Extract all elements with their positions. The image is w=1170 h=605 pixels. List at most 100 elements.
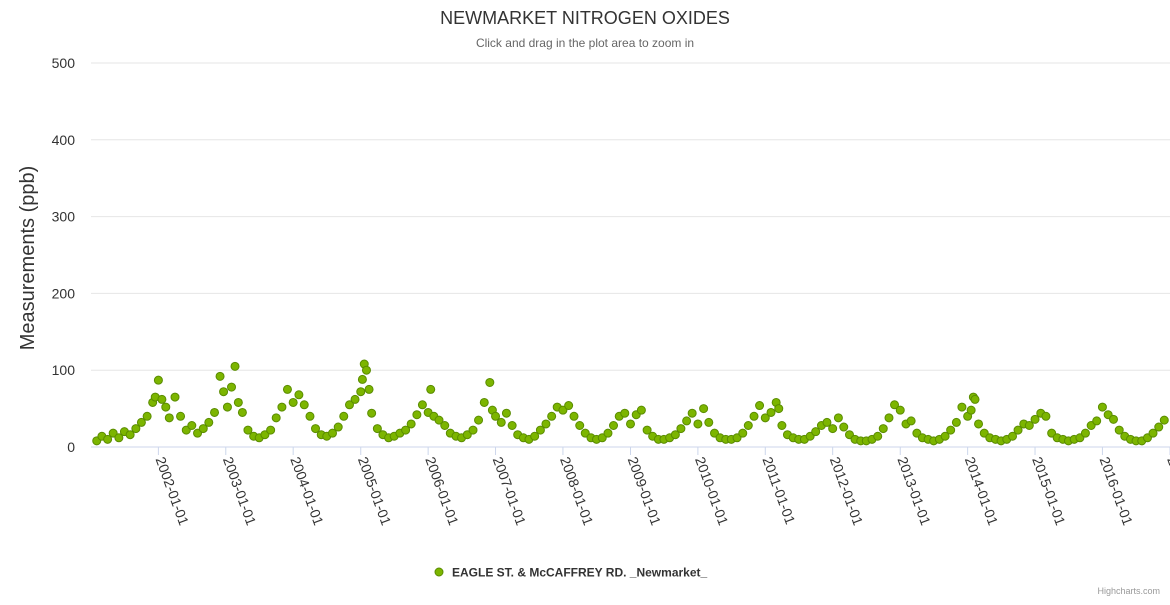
- data-point[interactable]: [142, 411, 152, 421]
- data-point[interactable]: [103, 434, 113, 444]
- credits-link[interactable]: Highcharts.com: [1097, 586, 1160, 596]
- data-point[interactable]: [749, 411, 759, 421]
- data-point[interactable]: [367, 408, 377, 418]
- data-point[interactable]: [227, 382, 237, 392]
- data-point[interactable]: [699, 404, 709, 414]
- data-point[interactable]: [884, 413, 894, 423]
- data-point[interactable]: [219, 387, 229, 397]
- data-point[interactable]: [676, 424, 686, 434]
- data-point[interactable]: [204, 417, 214, 427]
- data-point[interactable]: [210, 407, 220, 417]
- data-point[interactable]: [485, 377, 495, 387]
- data-point[interactable]: [1114, 425, 1124, 435]
- data-point[interactable]: [940, 431, 950, 441]
- data-point[interactable]: [237, 407, 247, 417]
- data-point[interactable]: [547, 411, 557, 421]
- data-point[interactable]: [878, 424, 888, 434]
- data-point[interactable]: [603, 428, 613, 438]
- data-point[interactable]: [1148, 428, 1158, 438]
- data-point[interactable]: [833, 413, 843, 423]
- data-point[interactable]: [277, 402, 287, 412]
- data-point[interactable]: [732, 433, 742, 443]
- data-point[interactable]: [1041, 411, 1051, 421]
- data-point[interactable]: [114, 433, 124, 443]
- data-point[interactable]: [895, 405, 905, 415]
- data-point[interactable]: [777, 420, 787, 430]
- data-point[interactable]: [361, 365, 371, 375]
- data-point[interactable]: [569, 411, 579, 421]
- data-point[interactable]: [693, 419, 703, 429]
- series-points[interactable]: [92, 359, 1169, 446]
- data-point[interactable]: [1024, 420, 1034, 430]
- data-point[interactable]: [507, 420, 517, 430]
- data-point[interactable]: [372, 424, 382, 434]
- data-point[interactable]: [1092, 416, 1102, 426]
- data-point[interactable]: [1013, 425, 1023, 435]
- data-point[interactable]: [401, 425, 411, 435]
- data-point[interactable]: [501, 408, 511, 418]
- data-point[interactable]: [108, 428, 118, 438]
- data-point[interactable]: [496, 417, 506, 427]
- data-point[interactable]: [1008, 431, 1018, 441]
- data-point[interactable]: [974, 419, 984, 429]
- data-point[interactable]: [266, 425, 276, 435]
- data-point[interactable]: [193, 428, 203, 438]
- data-point[interactable]: [957, 402, 967, 412]
- data-point[interactable]: [811, 427, 821, 437]
- legend[interactable]: EAGLE ST. & McCAFFREY RD. _Newmarket_: [434, 566, 708, 580]
- data-point[interactable]: [609, 420, 619, 430]
- data-point[interactable]: [564, 401, 574, 411]
- data-point[interactable]: [743, 420, 753, 430]
- data-point[interactable]: [890, 400, 900, 410]
- data-point[interactable]: [462, 430, 472, 440]
- data-point[interactable]: [339, 411, 349, 421]
- data-point[interactable]: [305, 411, 315, 421]
- data-point[interactable]: [970, 394, 980, 404]
- data-point[interactable]: [344, 400, 354, 410]
- data-point[interactable]: [626, 419, 635, 429]
- data-point[interactable]: [774, 404, 784, 414]
- data-point[interactable]: [434, 415, 444, 425]
- data-point[interactable]: [1030, 414, 1040, 424]
- data-point[interactable]: [530, 431, 540, 441]
- data-point[interactable]: [406, 419, 416, 429]
- data-point[interactable]: [417, 400, 427, 410]
- data-point[interactable]: [176, 411, 186, 421]
- data-point[interactable]: [1159, 415, 1169, 425]
- data-point[interactable]: [479, 397, 489, 407]
- data-point[interactable]: [131, 424, 141, 434]
- data-point[interactable]: [1109, 414, 1119, 424]
- data-point[interactable]: [951, 417, 961, 427]
- data-point[interactable]: [541, 419, 551, 429]
- data-point[interactable]: [906, 416, 916, 426]
- data-point[interactable]: [260, 430, 270, 440]
- data-point[interactable]: [468, 425, 478, 435]
- data-point[interactable]: [491, 411, 501, 421]
- data-point[interactable]: [682, 416, 692, 426]
- data-point[interactable]: [356, 387, 366, 397]
- data-point[interactable]: [125, 430, 135, 440]
- data-point[interactable]: [1080, 428, 1090, 438]
- data-point[interactable]: [760, 413, 770, 423]
- data-point[interactable]: [738, 428, 748, 438]
- data-point[interactable]: [161, 402, 171, 412]
- data-point[interactable]: [1097, 402, 1107, 412]
- data-point[interactable]: [294, 390, 304, 400]
- legend-item-label[interactable]: EAGLE ST. & McCAFFREY RD. _Newmarket_: [452, 566, 708, 580]
- data-point[interactable]: [215, 371, 225, 381]
- data-point[interactable]: [328, 428, 338, 438]
- data-point[interactable]: [187, 420, 197, 430]
- data-point[interactable]: [271, 413, 281, 423]
- data-point[interactable]: [440, 420, 450, 430]
- data-point[interactable]: [282, 384, 292, 394]
- data-point[interactable]: [822, 417, 832, 427]
- data-point[interactable]: [333, 422, 343, 432]
- data-point[interactable]: [426, 384, 436, 394]
- data-point[interactable]: [157, 394, 167, 404]
- data-point[interactable]: [474, 415, 484, 425]
- data-point[interactable]: [153, 375, 163, 385]
- data-point[interactable]: [364, 384, 374, 394]
- data-point[interactable]: [412, 410, 422, 420]
- data-point[interactable]: [288, 397, 298, 407]
- data-point[interactable]: [164, 413, 174, 423]
